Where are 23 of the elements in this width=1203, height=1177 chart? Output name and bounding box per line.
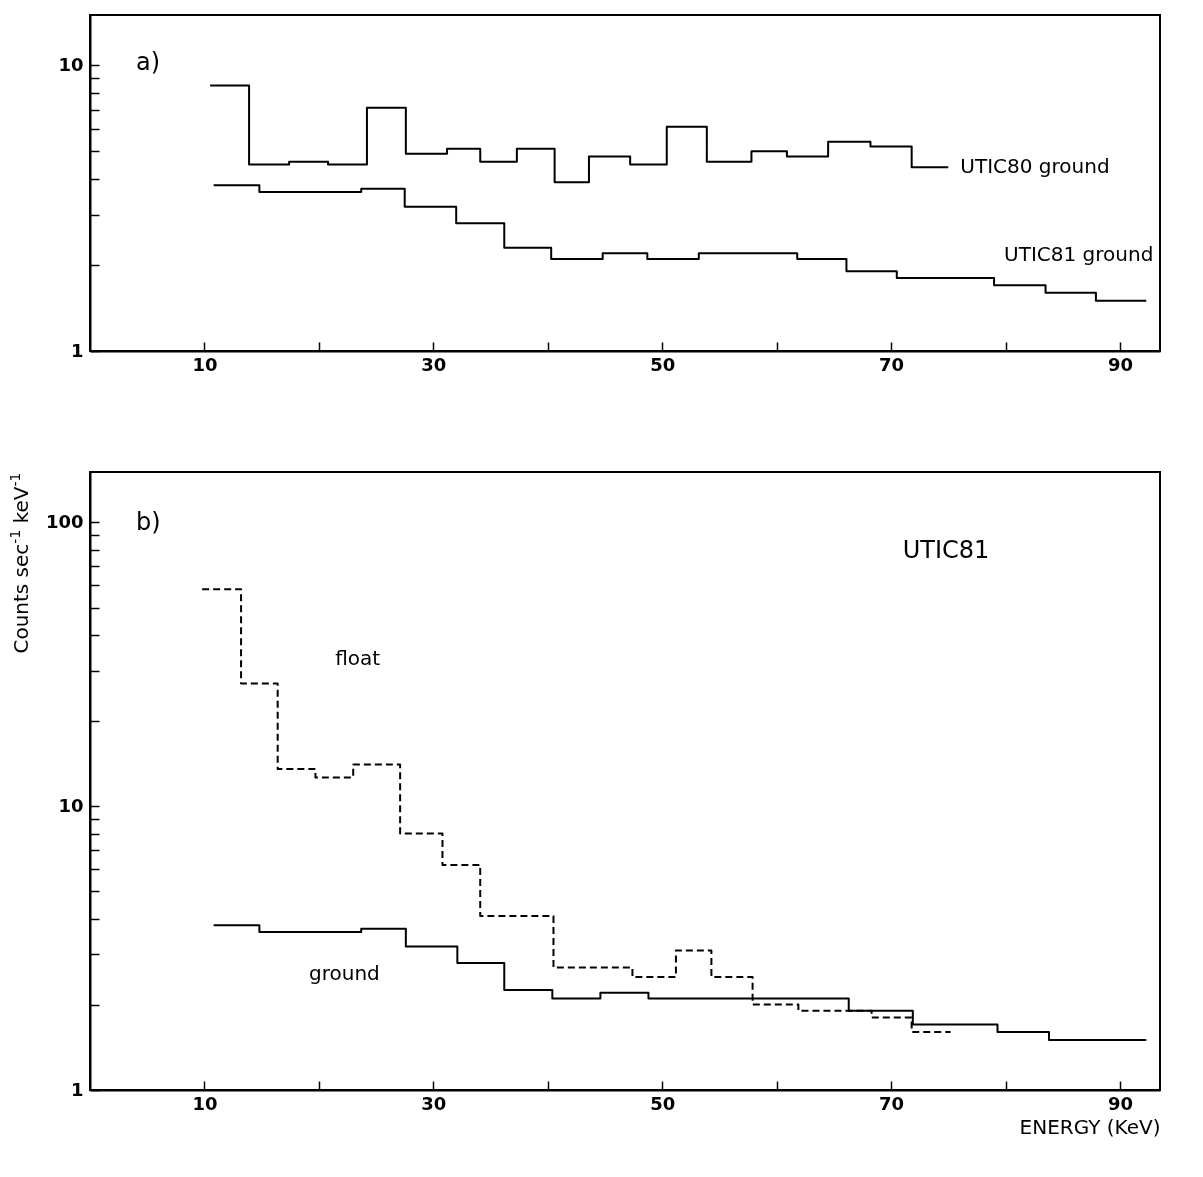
- series-label: UTIC81 ground: [1004, 242, 1154, 267]
- annotation: a): [136, 48, 161, 76]
- x-tick-label: 50: [650, 1092, 676, 1114]
- y-tick-label: 10: [58, 794, 84, 816]
- y-tick-label: 1: [70, 339, 84, 361]
- x-tick-label: 70: [879, 353, 905, 375]
- x-tick-label: 90: [1107, 1092, 1133, 1114]
- y-tick-label: 1: [70, 1078, 84, 1100]
- y-tick-label: 100: [45, 510, 84, 532]
- x-axis-title: ENERGY (KeV): [1019, 1114, 1161, 1139]
- x-tick-label: 30: [421, 353, 447, 375]
- series-label: ground: [308, 961, 380, 986]
- text: float: [335, 645, 381, 670]
- x-tick-label: 90: [1107, 353, 1133, 375]
- annotation: b): [136, 508, 161, 536]
- y-tick-label: 10: [58, 53, 84, 75]
- series-label: UTIC80 ground: [960, 154, 1110, 179]
- x-tick-label: 70: [879, 1092, 905, 1114]
- annotation: UTIC81: [902, 536, 990, 564]
- x-tick-label: 50: [650, 353, 676, 375]
- x-tick-label: 30: [421, 1092, 447, 1114]
- x-tick-label: 10: [192, 353, 218, 375]
- x-tick-label: 10: [192, 1092, 218, 1114]
